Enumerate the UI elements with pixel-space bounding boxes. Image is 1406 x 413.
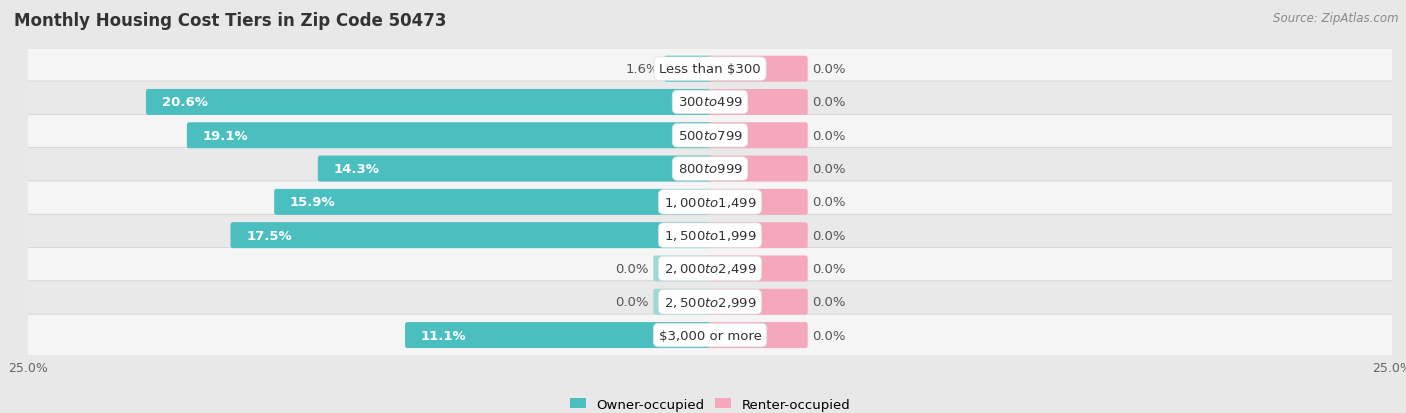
FancyBboxPatch shape	[318, 156, 713, 182]
FancyBboxPatch shape	[707, 123, 807, 149]
FancyBboxPatch shape	[707, 256, 807, 282]
Text: 15.9%: 15.9%	[290, 196, 336, 209]
Text: $2,000 to $2,499: $2,000 to $2,499	[664, 262, 756, 276]
FancyBboxPatch shape	[15, 248, 1405, 290]
Text: 0.0%: 0.0%	[813, 296, 846, 309]
Text: 1.6%: 1.6%	[626, 63, 659, 76]
FancyBboxPatch shape	[405, 322, 713, 348]
FancyBboxPatch shape	[654, 256, 713, 282]
FancyBboxPatch shape	[146, 90, 713, 116]
Text: 0.0%: 0.0%	[813, 96, 846, 109]
FancyBboxPatch shape	[15, 148, 1405, 190]
Text: 0.0%: 0.0%	[813, 129, 846, 142]
FancyBboxPatch shape	[707, 289, 807, 315]
FancyBboxPatch shape	[707, 156, 807, 182]
FancyBboxPatch shape	[15, 314, 1405, 356]
FancyBboxPatch shape	[654, 289, 713, 315]
Text: $800 to $999: $800 to $999	[678, 163, 742, 176]
Text: 11.1%: 11.1%	[420, 329, 467, 342]
FancyBboxPatch shape	[707, 190, 807, 215]
Text: Monthly Housing Cost Tiers in Zip Code 50473: Monthly Housing Cost Tiers in Zip Code 5…	[14, 12, 447, 30]
FancyBboxPatch shape	[187, 123, 713, 149]
FancyBboxPatch shape	[15, 49, 1405, 90]
FancyBboxPatch shape	[664, 57, 713, 83]
FancyBboxPatch shape	[707, 223, 807, 249]
Text: $1,000 to $1,499: $1,000 to $1,499	[664, 195, 756, 209]
FancyBboxPatch shape	[15, 82, 1405, 123]
Text: 17.5%: 17.5%	[246, 229, 292, 242]
Text: 0.0%: 0.0%	[813, 262, 846, 275]
FancyBboxPatch shape	[231, 223, 713, 249]
FancyBboxPatch shape	[15, 115, 1405, 157]
FancyBboxPatch shape	[15, 281, 1405, 323]
Text: 0.0%: 0.0%	[813, 63, 846, 76]
Text: 0.0%: 0.0%	[813, 229, 846, 242]
FancyBboxPatch shape	[274, 190, 713, 215]
Text: 14.3%: 14.3%	[333, 163, 380, 176]
FancyBboxPatch shape	[707, 322, 807, 348]
Text: 0.0%: 0.0%	[813, 196, 846, 209]
FancyBboxPatch shape	[707, 57, 807, 83]
Legend: Owner-occupied, Renter-occupied: Owner-occupied, Renter-occupied	[565, 392, 855, 413]
Text: $1,500 to $1,999: $1,500 to $1,999	[664, 229, 756, 242]
FancyBboxPatch shape	[15, 181, 1405, 223]
Text: $500 to $799: $500 to $799	[678, 129, 742, 142]
Text: 0.0%: 0.0%	[813, 163, 846, 176]
Text: 19.1%: 19.1%	[202, 129, 249, 142]
Text: $3,000 or more: $3,000 or more	[658, 329, 762, 342]
Text: $300 to $499: $300 to $499	[678, 96, 742, 109]
FancyBboxPatch shape	[707, 90, 807, 116]
Text: $2,500 to $2,999: $2,500 to $2,999	[664, 295, 756, 309]
Text: 0.0%: 0.0%	[813, 329, 846, 342]
Text: Source: ZipAtlas.com: Source: ZipAtlas.com	[1274, 12, 1399, 25]
Text: 0.0%: 0.0%	[616, 262, 648, 275]
Text: 0.0%: 0.0%	[616, 296, 648, 309]
Text: Less than $300: Less than $300	[659, 63, 761, 76]
Text: 20.6%: 20.6%	[162, 96, 208, 109]
FancyBboxPatch shape	[15, 215, 1405, 256]
